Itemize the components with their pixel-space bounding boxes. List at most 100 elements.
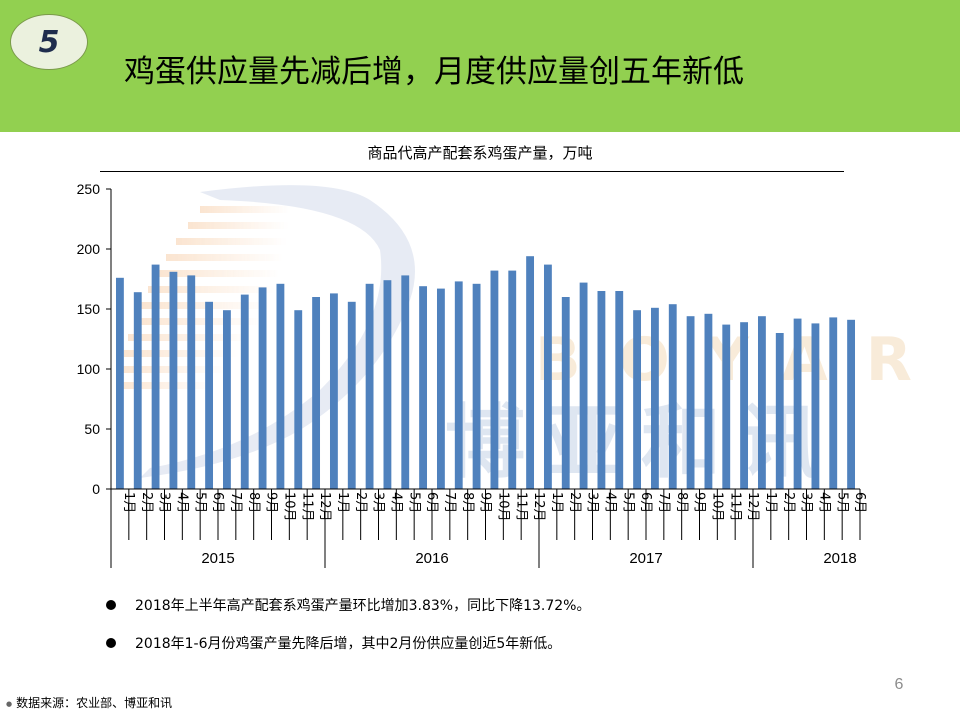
bar [775, 333, 784, 489]
bar [757, 316, 766, 489]
x-year-label: 2016 [415, 550, 448, 567]
x-month-label: 7月 [228, 492, 243, 513]
bar [276, 283, 285, 489]
bar [240, 294, 249, 489]
x-month-label: 5月 [192, 492, 207, 513]
x-year-label: 2017 [629, 550, 662, 567]
bar [740, 322, 749, 489]
bullet-item: 2018年上半年高产配套系鸡蛋产量环比增加3.83%，同比下降13.72%。 [104, 592, 590, 618]
bar [365, 283, 374, 489]
slide-title: 鸡蛋供应量先减后增，月度供应量创五年新低 [124, 54, 744, 90]
x-month-label: 3月 [371, 492, 386, 513]
x-month-label: 10月 [495, 492, 510, 522]
x-year-label: 2015 [201, 550, 234, 567]
bar [312, 297, 321, 489]
x-month-label: 7月 [442, 492, 457, 513]
x-month-label: 12月 [317, 492, 332, 522]
bar [597, 291, 606, 489]
x-month-label: 3月 [585, 492, 600, 513]
bar [668, 304, 677, 489]
bar [615, 291, 624, 489]
y-tick-label: 50 [84, 421, 100, 437]
bar [329, 293, 338, 489]
page-number: 6 [894, 676, 904, 693]
source-dot-icon: ● [6, 699, 13, 708]
bar [222, 310, 231, 489]
x-year-label: 2018 [823, 550, 856, 567]
x-month-label: 4月 [388, 492, 403, 513]
x-month-label: 11月 [299, 492, 314, 522]
x-month-label: 8月 [674, 492, 689, 513]
x-month-label: 2月 [567, 492, 582, 513]
bar [722, 324, 731, 489]
x-month-label: 5月 [406, 492, 421, 513]
bar [472, 283, 481, 489]
bar [526, 256, 535, 489]
x-month-label: 6月 [638, 492, 653, 513]
bar [793, 318, 802, 489]
bar [490, 270, 499, 489]
x-month-label: 12月 [745, 492, 760, 522]
bullet-dot-icon [106, 600, 116, 610]
x-month-label: 12月 [531, 492, 546, 522]
bullet-list: 2018年上半年高产配套系鸡蛋产量环比增加3.83%，同比下降13.72%。 2… [104, 592, 590, 668]
x-month-label: 8月 [246, 492, 261, 513]
x-month-label: 8月 [460, 492, 475, 513]
bar [294, 310, 303, 489]
bar [829, 317, 838, 489]
bullet-text: 2018年1-6月份鸡蛋产量先降后增，其中2月份供应量创近5年新低。 [135, 636, 562, 652]
x-month-label: 7月 [656, 492, 671, 513]
x-month-label: 2月 [139, 492, 154, 513]
slide-number: 5 [38, 24, 60, 60]
y-tick-label: 150 [77, 301, 101, 317]
y-tick-label: 200 [77, 241, 101, 257]
y-tick-label: 0 [92, 481, 100, 497]
bar [133, 292, 142, 489]
x-month-label: 10月 [281, 492, 296, 522]
x-month-label: 3月 [799, 492, 814, 513]
source-note: ● 数据来源：农业部、博亚和讯 [6, 694, 172, 711]
bar [561, 297, 570, 489]
bar [115, 277, 124, 489]
bar [508, 270, 517, 489]
bar [436, 288, 445, 489]
x-month-label: 6月 [210, 492, 225, 513]
bar [454, 281, 463, 489]
bullet-text: 2018年上半年高产配套系鸡蛋产量环比增加3.83%，同比下降13.72%。 [135, 598, 591, 614]
x-month-label: 1月 [335, 492, 350, 513]
header-band: 5 鸡蛋供应量先减后增，月度供应量创五年新低 [0, 0, 960, 132]
bar [205, 301, 214, 489]
y-tick-label: 250 [77, 181, 101, 197]
bar [383, 280, 392, 489]
x-month-label: 6月 [424, 492, 439, 513]
bar [686, 316, 695, 489]
x-month-label: 10月 [709, 492, 724, 522]
x-month-label: 2月 [353, 492, 368, 513]
bar [847, 319, 856, 489]
x-month-label: 1月 [549, 492, 564, 513]
bar [543, 264, 552, 489]
x-month-label: 4月 [174, 492, 189, 513]
bullet-dot-icon [106, 638, 116, 648]
x-month-label: 11月 [727, 492, 742, 522]
bar [633, 310, 642, 489]
bar [187, 275, 196, 489]
bar [347, 301, 356, 489]
bar [401, 275, 410, 489]
x-month-label: 2月 [781, 492, 796, 513]
x-month-label: 1月 [121, 492, 136, 513]
x-month-label: 3月 [157, 492, 172, 513]
bar [169, 271, 178, 489]
bar [650, 307, 659, 489]
x-month-label: 5月 [834, 492, 849, 513]
slide-number-badge: 5 [10, 14, 88, 70]
bar [151, 264, 160, 489]
x-month-label: 9月 [692, 492, 707, 513]
bar [704, 313, 713, 489]
chart-title: 商品代高产配套系鸡蛋产量，万吨 [367, 144, 593, 162]
bar [811, 323, 820, 489]
x-month-label: 4月 [816, 492, 831, 513]
bullet-item: 2018年1-6月份鸡蛋产量先降后增，其中2月份供应量创近5年新低。 [104, 630, 590, 656]
x-month-label: 5月 [620, 492, 635, 513]
